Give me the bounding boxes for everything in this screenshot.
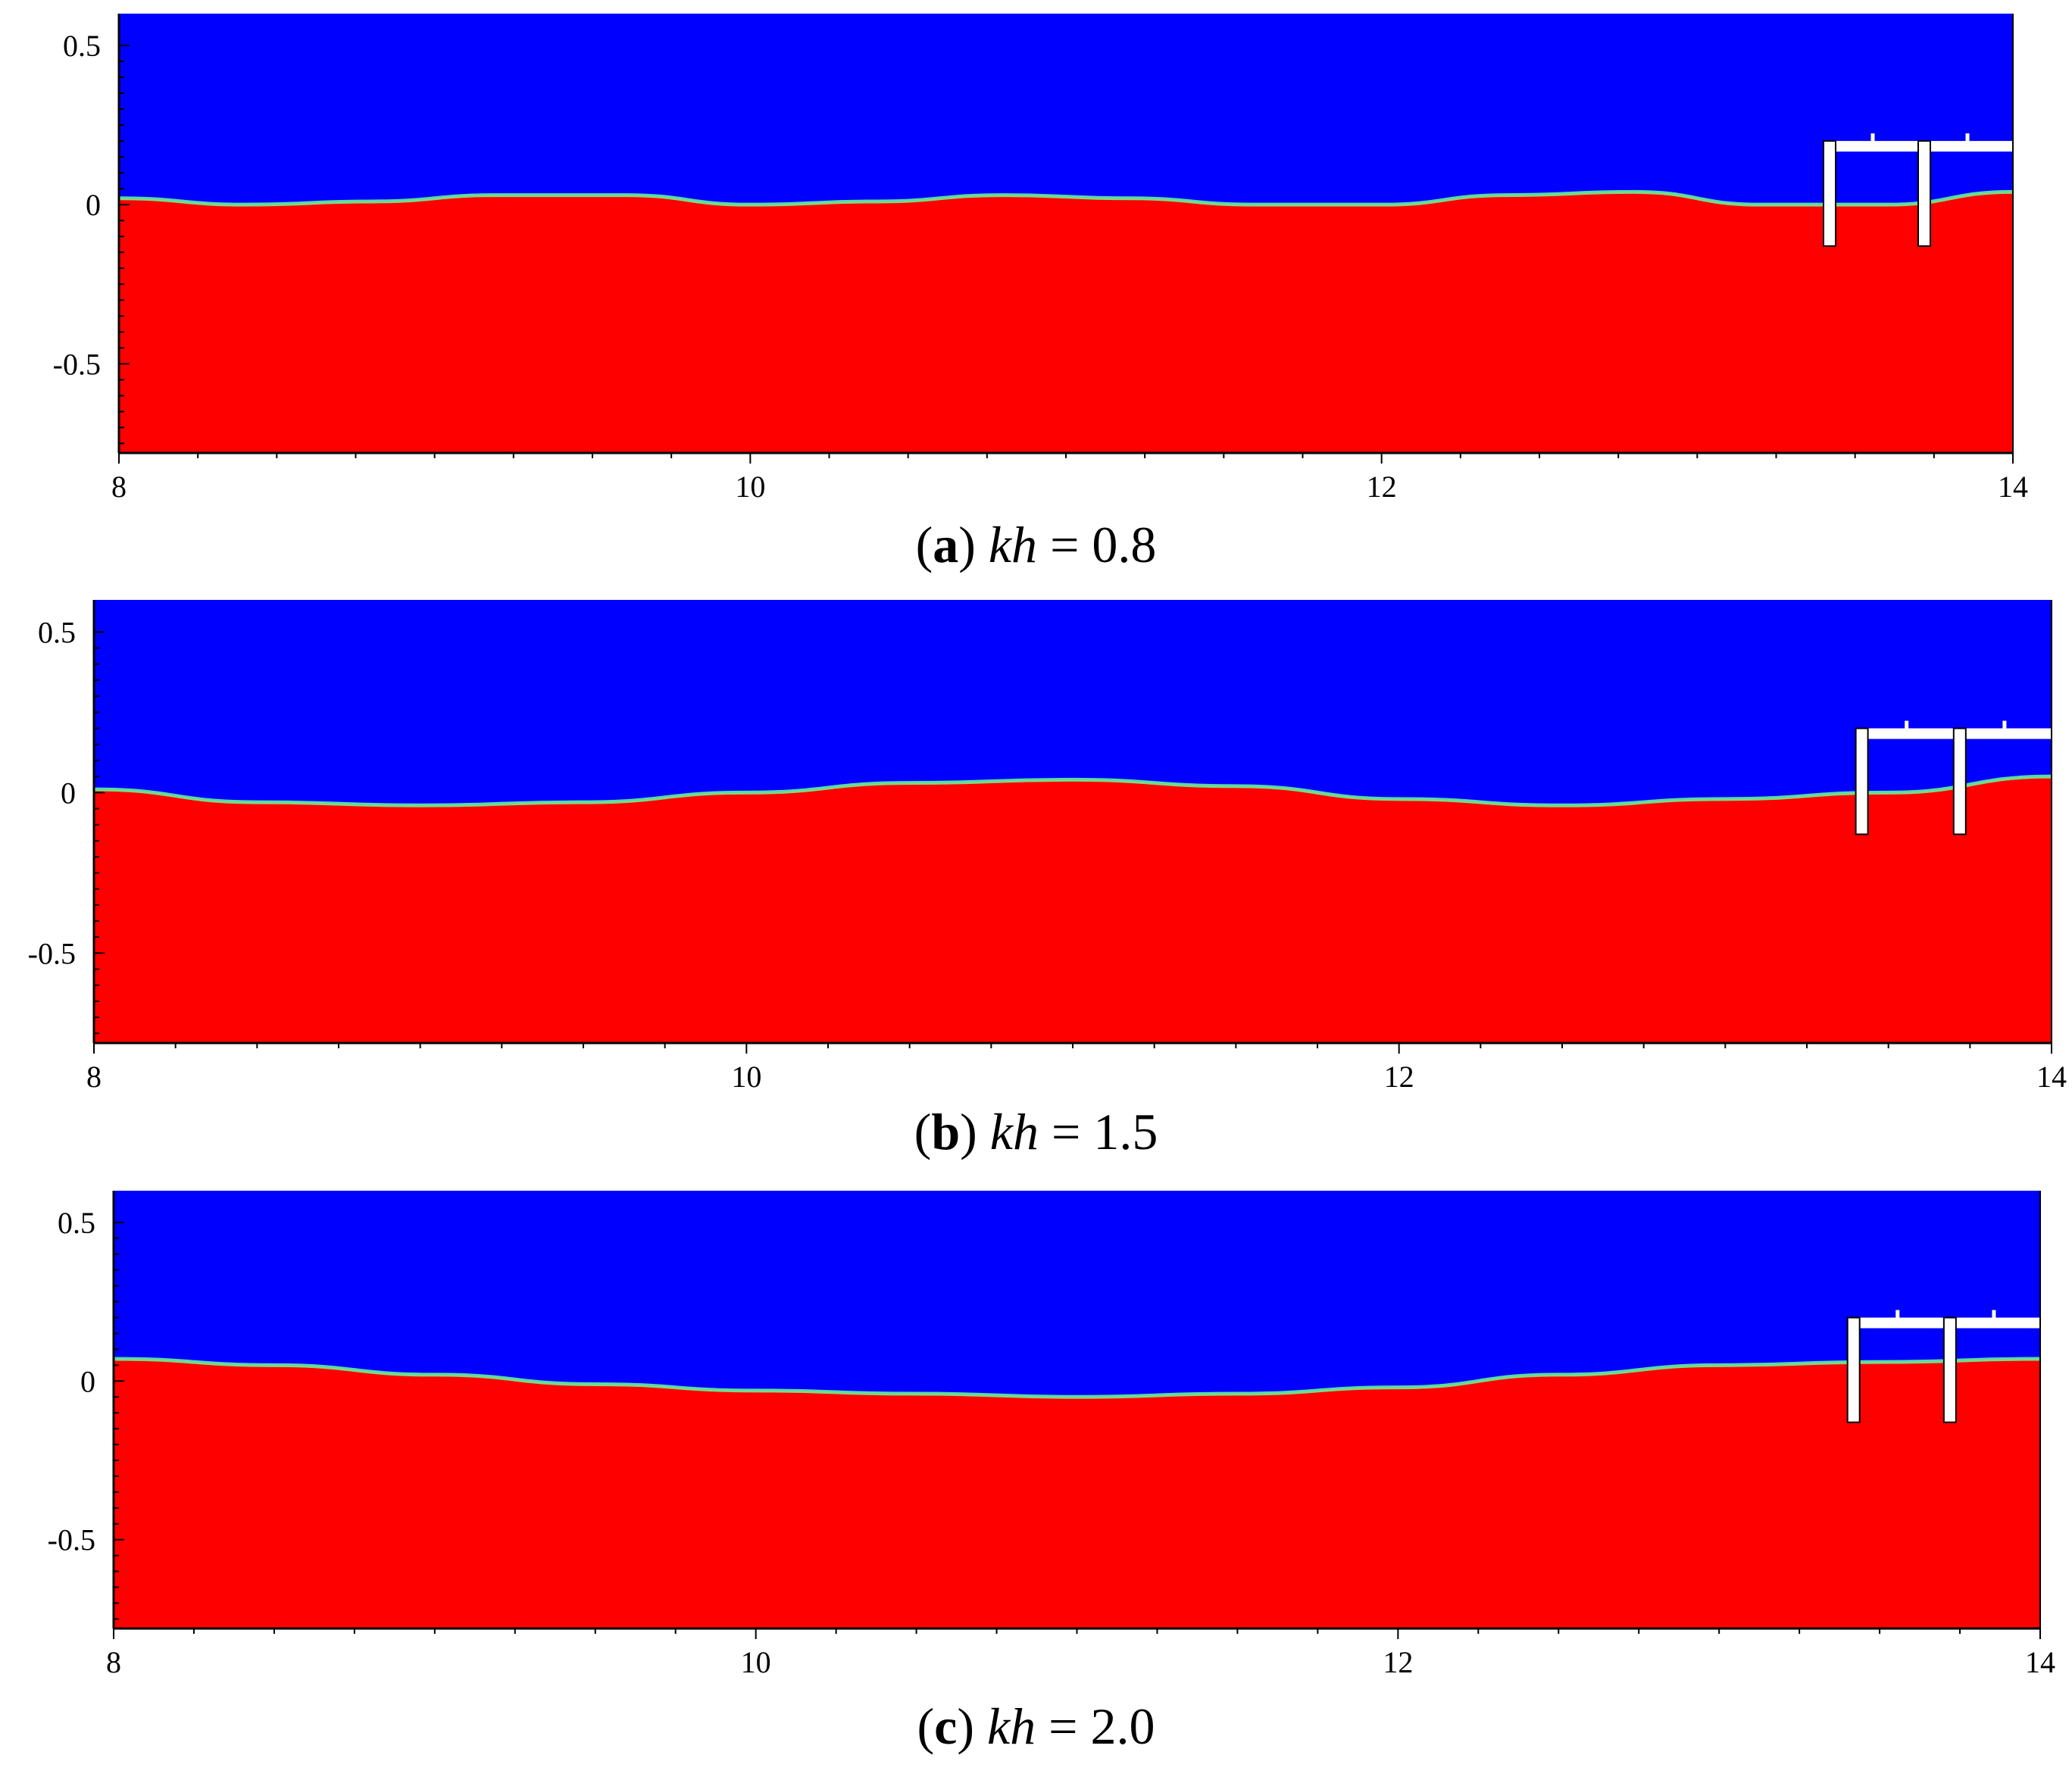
x-tick-label: 8 <box>86 1060 102 1094</box>
panel-a: 8 10 12 14 0.5 0 -0.5 (a) kh = 0.8 <box>0 0 2072 583</box>
structure-leg-rear <box>1952 727 1967 835</box>
y-tick-label: 0 <box>80 1364 95 1398</box>
plot-c: 8 10 12 14 0.5 0 -0.5 <box>48 1191 2055 1679</box>
x-tick-label: 10 <box>735 470 765 504</box>
y-tick-label: 0 <box>86 188 101 222</box>
breakwater-structure <box>1855 720 2052 835</box>
y-tick-label: -0.5 <box>53 347 101 381</box>
caption-a-close: ) <box>958 516 976 573</box>
water-region <box>119 192 2013 454</box>
x-tick-label: 14 <box>2025 1645 2055 1679</box>
structure-post-1 <box>1905 720 1909 730</box>
caption-c-open: ( <box>917 1697 935 1755</box>
y-tick-label: 0.5 <box>63 29 101 63</box>
x-tick-label: 10 <box>731 1060 761 1094</box>
caption-c-letter: c <box>934 1697 958 1755</box>
breakwater-structure <box>1846 1310 2040 1423</box>
water-region <box>94 776 2052 1043</box>
caption-a-open: ( <box>915 516 933 573</box>
caption-b-variable: kh <box>989 1103 1039 1160</box>
free-surface-line <box>113 1357 2041 1399</box>
caption-c-close: ) <box>957 1697 974 1755</box>
caption-b: (b) kh = 1.5 <box>0 1102 2072 1162</box>
y-tick-label: -0.5 <box>28 936 76 970</box>
x-tick-label: 12 <box>1384 1060 1414 1094</box>
x-tick-label: 12 <box>1367 470 1397 504</box>
structure-leg-front <box>1855 727 1869 835</box>
structure-post-2 <box>2002 720 2007 730</box>
plot-b: 8 10 12 14 0.5 0 -0.5 <box>28 600 2067 1094</box>
structure-post-1 <box>1895 1310 1900 1319</box>
structure-post-2 <box>1992 1310 1996 1319</box>
plot-a: 8 10 12 14 0.5 0 -0.5 <box>53 14 2028 504</box>
structure-post-1 <box>1870 133 1875 143</box>
structure-leg-front <box>1823 140 1836 247</box>
x-tick-label: 12 <box>1383 1645 1413 1679</box>
caption-b-letter: b <box>931 1103 961 1160</box>
y-tick-label: 0.5 <box>58 1206 95 1240</box>
caption-a-variable: kh <box>988 516 1038 573</box>
free-surface-line <box>118 189 2014 207</box>
x-tick-label: 14 <box>2036 1060 2067 1094</box>
caption-b-value: = 1.5 <box>1038 1103 1158 1160</box>
caption-a-value: = 0.8 <box>1037 516 1157 573</box>
caption-c-value: = 2.0 <box>1036 1697 1155 1755</box>
structure-post-2 <box>1965 133 1970 143</box>
x-tick-label: 8 <box>111 470 127 504</box>
caption-b-close: ) <box>960 1103 977 1160</box>
y-tick-label: 0.5 <box>38 615 76 649</box>
water-region <box>114 1358 2040 1629</box>
structure-leg-rear <box>1917 140 1931 247</box>
free-surface-line <box>93 774 2052 807</box>
structure-leg-rear <box>1942 1316 1957 1423</box>
caption-a: (a) kh = 0.8 <box>0 515 2072 575</box>
y-tick-label: 0 <box>61 776 76 810</box>
panel-b: 8 10 12 14 0.5 0 -0.5 (b) kh = 1.5 <box>0 591 2072 1182</box>
x-tick-label: 14 <box>1998 470 2028 504</box>
x-tick-label: 8 <box>106 1645 121 1679</box>
panel-c: 8 10 12 14 0.5 0 -0.5 (c) kh = 2.0 <box>0 1182 2072 1772</box>
y-tick-label: -0.5 <box>48 1523 95 1557</box>
caption-c-variable: kh <box>986 1697 1036 1755</box>
caption-a-letter: a <box>933 516 959 573</box>
caption-c: (c) kh = 2.0 <box>0 1697 2072 1757</box>
structure-leg-front <box>1846 1316 1861 1423</box>
breakwater-structure <box>1823 133 2013 247</box>
x-tick-label: 10 <box>741 1645 771 1679</box>
caption-b-open: ( <box>914 1103 932 1160</box>
